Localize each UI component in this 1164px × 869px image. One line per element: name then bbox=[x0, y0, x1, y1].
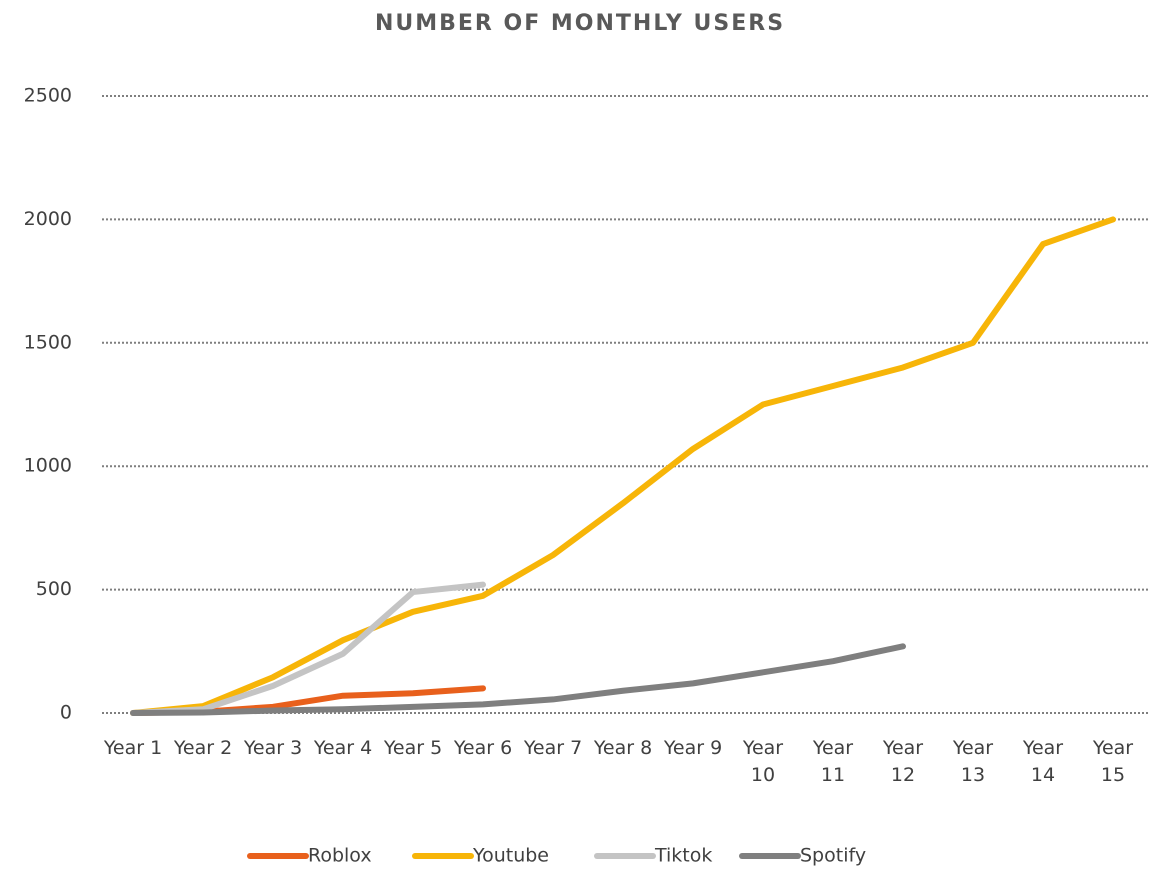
x-tick-label: Year 15 bbox=[1092, 737, 1134, 786]
x-tick-label: Year 14 bbox=[1022, 737, 1064, 786]
x-tick-label: Year 9 bbox=[663, 737, 723, 759]
x-tick-label: Year 4 bbox=[313, 737, 373, 759]
x-tick-label: Year 10 bbox=[742, 737, 784, 786]
legend-label: Youtube bbox=[472, 845, 549, 867]
y-tick-label: 1000 bbox=[24, 455, 72, 477]
y-tick-label: 1500 bbox=[24, 331, 72, 353]
series-line bbox=[130, 216, 1116, 716]
x-tick-label: Year 11 bbox=[812, 737, 854, 786]
y-tick-label: 2500 bbox=[24, 85, 72, 107]
y-tick-label: 0 bbox=[60, 702, 72, 724]
legend-label: Roblox bbox=[308, 845, 372, 867]
x-tick-label: Year 1 bbox=[103, 737, 163, 759]
y-tick-label: 2000 bbox=[24, 208, 72, 230]
x-tick-label: Year 6 bbox=[453, 737, 513, 759]
x-tick-label: Year 7 bbox=[523, 737, 583, 759]
x-tick-label: Year 8 bbox=[593, 737, 653, 759]
x-tick-label: Year 13 bbox=[952, 737, 994, 786]
legend-label: Tiktok bbox=[654, 845, 712, 867]
x-tick-label: Year 5 bbox=[383, 737, 443, 759]
x-tick-label: Year 2 bbox=[173, 737, 233, 759]
x-tick-label: Year 3 bbox=[243, 737, 303, 759]
x-tick-label: Year 12 bbox=[882, 737, 924, 786]
chart-title: NUMBER OF MONTHLY USERS bbox=[375, 11, 785, 36]
series-line bbox=[130, 643, 906, 716]
legend-label: Spotify bbox=[800, 845, 866, 867]
y-tick-label: 500 bbox=[36, 578, 72, 600]
